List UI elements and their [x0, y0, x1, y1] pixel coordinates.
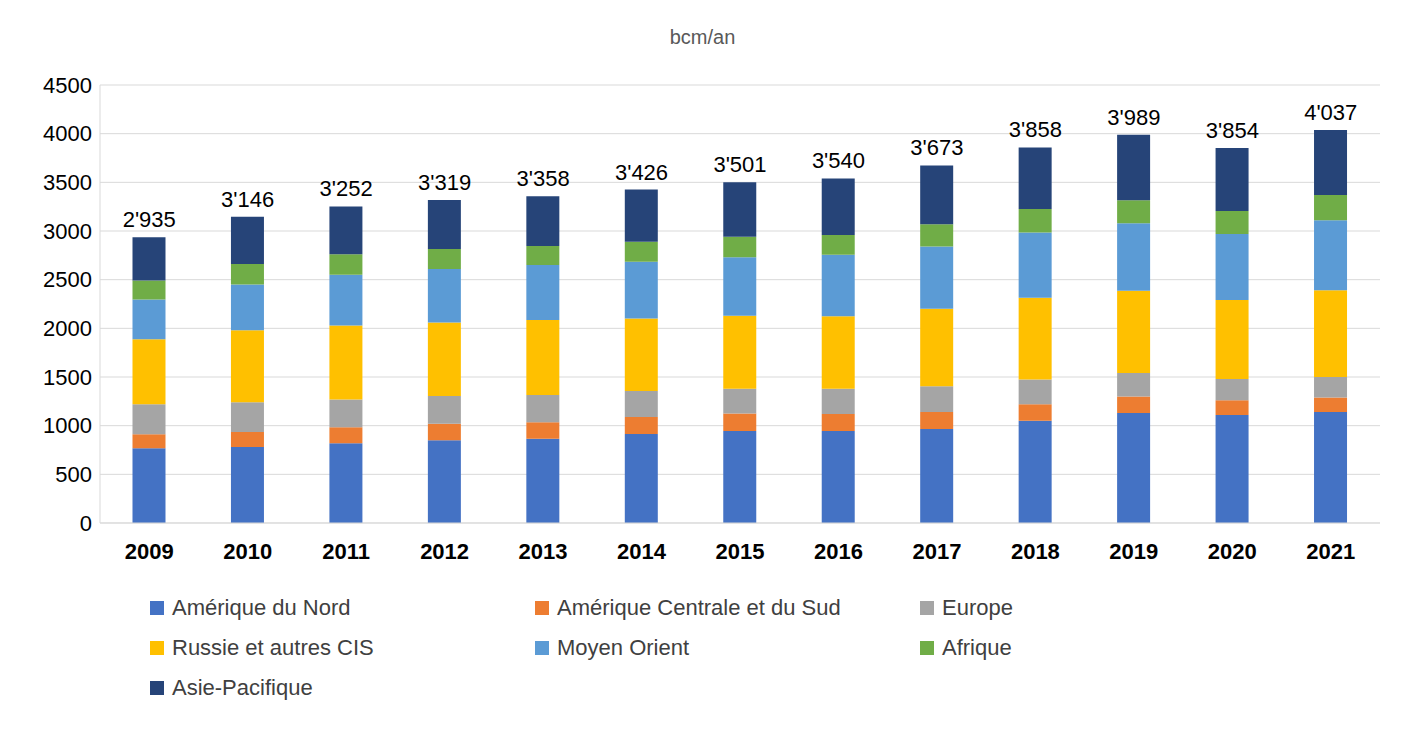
- svg-text:3'426: 3'426: [615, 160, 668, 185]
- svg-text:2009: 2009: [125, 539, 174, 564]
- svg-text:2019: 2019: [1109, 539, 1158, 564]
- svg-text:3'854: 3'854: [1206, 118, 1259, 143]
- svg-text:1000: 1000: [43, 413, 92, 438]
- html-text:Europe: Europe: [942, 595, 1013, 620]
- svg-text:3'319: 3'319: [418, 170, 471, 195]
- svg-text:2014: 2014: [617, 539, 667, 564]
- svg-text:2016: 2016: [814, 539, 863, 564]
- svg-text:2020: 2020: [1208, 539, 1257, 564]
- svg-text:3500: 3500: [43, 170, 92, 195]
- svg-text:3'501: 3'501: [713, 152, 766, 177]
- html-text:Amérique Centrale et du Sud: Amérique Centrale et du Sud: [557, 595, 841, 620]
- svg-text:4000: 4000: [43, 121, 92, 146]
- svg-text:3'540: 3'540: [812, 148, 865, 173]
- html-text:bcm/an: bcm/an: [669, 26, 736, 48]
- svg-text:3'358: 3'358: [516, 166, 569, 191]
- svg-text:2012: 2012: [420, 539, 469, 564]
- svg-text:1500: 1500: [43, 365, 92, 390]
- svg-text:2'935: 2'935: [123, 207, 176, 232]
- svg-text:4500: 4500: [43, 73, 92, 98]
- svg-text:2000: 2000: [43, 316, 92, 341]
- svg-text:2010: 2010: [223, 539, 272, 564]
- svg-text:2013: 2013: [519, 539, 568, 564]
- svg-text:3'146: 3'146: [221, 187, 274, 212]
- svg-text:4'037: 4'037: [1304, 100, 1357, 125]
- svg-text:2021: 2021: [1306, 539, 1355, 564]
- svg-text:3'673: 3'673: [910, 135, 963, 160]
- svg-text:3'252: 3'252: [320, 176, 373, 201]
- svg-text:0: 0: [80, 511, 92, 536]
- svg-text:2018: 2018: [1011, 539, 1060, 564]
- svg-text:3'989: 3'989: [1107, 105, 1160, 130]
- svg-text:2017: 2017: [912, 539, 961, 564]
- html-text:Moyen Orient: Moyen Orient: [557, 635, 690, 660]
- svg-text:2011: 2011: [322, 539, 370, 564]
- svg-text:3000: 3000: [43, 219, 92, 244]
- svg-text:2015: 2015: [716, 539, 765, 564]
- html-text:Asie-Pacifique: Asie-Pacifique: [172, 675, 313, 700]
- html-text:Amérique du Nord: Amérique du Nord: [172, 595, 351, 620]
- svg-text:500: 500: [55, 462, 92, 487]
- svg-text:3'858: 3'858: [1009, 117, 1062, 142]
- svg-text:2500: 2500: [43, 267, 92, 292]
- html-text:Afrique: Afrique: [942, 635, 1012, 660]
- html-text:Russie et autres CIS: Russie et autres CIS: [172, 635, 374, 660]
